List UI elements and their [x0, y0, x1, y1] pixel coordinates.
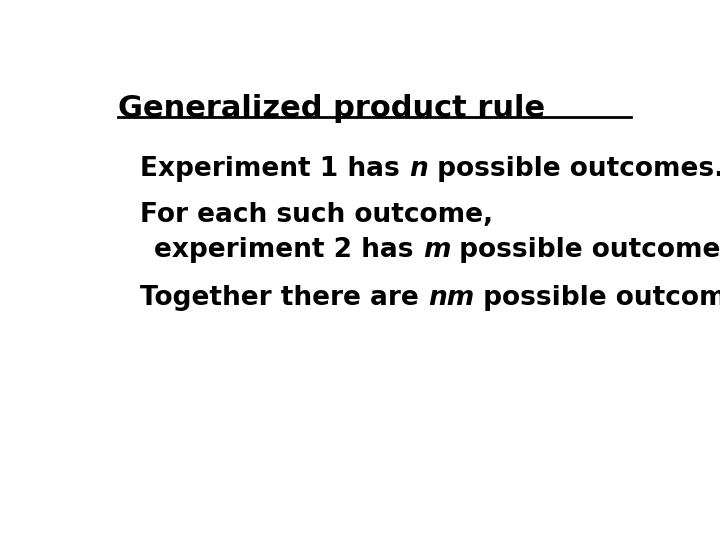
Text: possible outcomes.: possible outcomes. — [450, 238, 720, 264]
Text: experiment 2 has: experiment 2 has — [154, 238, 423, 264]
Text: n: n — [409, 156, 428, 183]
Text: possible outcomes.: possible outcomes. — [428, 156, 720, 183]
Text: For each such outcome,: For each such outcome, — [140, 202, 493, 228]
Text: Experiment 1 has: Experiment 1 has — [140, 156, 409, 183]
Text: Together there are: Together there are — [140, 285, 428, 311]
Text: possible outcomes.: possible outcomes. — [474, 285, 720, 311]
Text: m: m — [423, 238, 450, 264]
Text: Generalized product rule: Generalized product rule — [118, 94, 545, 123]
Text: nm: nm — [428, 285, 474, 311]
